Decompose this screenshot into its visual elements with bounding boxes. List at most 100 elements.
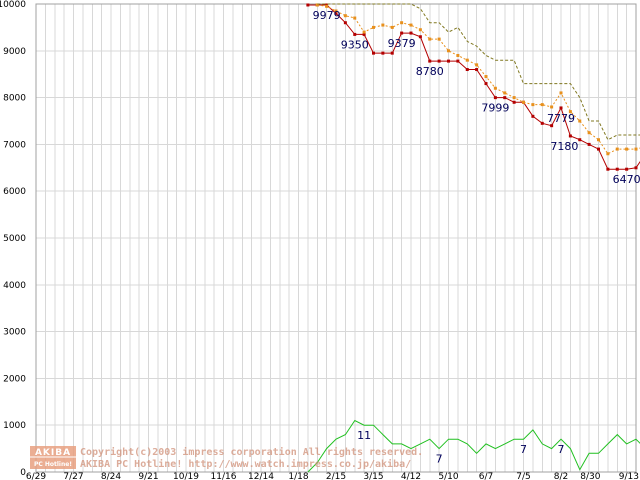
series-marker-avg_price xyxy=(587,131,591,135)
watermark-line1: Copyright(c)2003 impress corporation All… xyxy=(80,446,423,458)
series-marker-min_price xyxy=(447,59,450,63)
series-marker-avg_price xyxy=(362,30,366,34)
y-tick-label: 10000 xyxy=(0,0,26,10)
series-marker-min_price xyxy=(615,167,619,171)
series-marker-avg_price xyxy=(409,23,413,27)
series-marker-avg_price xyxy=(597,138,600,142)
y-tick-label: 4000 xyxy=(3,281,26,291)
series-marker-min_price xyxy=(428,59,432,63)
data-label: 7999 xyxy=(481,102,509,115)
series-marker-avg_price xyxy=(512,96,516,100)
series-marker-avg_price xyxy=(540,103,544,107)
watermark-badge-bottom: PC Hotline! xyxy=(34,461,72,468)
series-line-max_price xyxy=(317,3,640,141)
series-marker-avg_price xyxy=(325,4,329,8)
y-tick-label: 7000 xyxy=(3,140,26,150)
series-marker-avg_price xyxy=(625,147,629,151)
series-marker-avg_price xyxy=(447,49,450,53)
series-marker-avg_price xyxy=(418,28,422,32)
y-axis-ticks: 0 1000 2000 3000 4000 5000 6000 7000 8000 9000 100… xyxy=(0,0,26,478)
series-marker-min_price xyxy=(540,121,544,125)
series-marker-min_price xyxy=(456,59,460,63)
data-label: 8780 xyxy=(416,65,444,78)
series-layer xyxy=(306,3,640,473)
series-marker-avg_price xyxy=(522,100,525,104)
series-marker-avg_price xyxy=(437,37,441,41)
series-marker-avg_price xyxy=(353,16,357,20)
x-tick-label: 5/10 xyxy=(438,472,458,480)
series-marker-min_price xyxy=(334,11,338,15)
y-tick-label: 8000 xyxy=(3,94,26,104)
series-marker-avg_price xyxy=(550,105,554,109)
x-tick-label: 3/15 xyxy=(363,472,383,480)
series-marker-avg_price xyxy=(484,75,488,79)
series-marker-min_price xyxy=(597,147,600,151)
series-marker-avg_price xyxy=(568,110,572,114)
series-marker-min_price xyxy=(390,51,394,55)
series-marker-min_price xyxy=(559,106,563,110)
data-label: 6470 xyxy=(613,173,640,186)
series-marker-min_price xyxy=(409,31,413,35)
series-marker-min_price xyxy=(465,68,469,72)
y-tick-label: 9000 xyxy=(3,47,26,57)
series-marker-min_price xyxy=(531,114,535,118)
x-tick-label: 10/19 xyxy=(173,472,199,480)
data-label: 9979 xyxy=(313,9,341,22)
data-label: 7 xyxy=(520,443,527,456)
series-marker-min_price xyxy=(353,32,357,36)
series-marker-avg_price xyxy=(456,53,460,57)
watermark-badge-top: AKIBA xyxy=(35,448,71,458)
data-label: 7 xyxy=(558,443,565,456)
x-tick-label: 6/29 xyxy=(26,472,46,480)
y-tick-label: 2000 xyxy=(3,374,26,384)
series-marker-min_price xyxy=(362,32,366,36)
data-label: 7 xyxy=(436,453,443,466)
series-marker-min_price xyxy=(343,21,347,25)
data-label: 11 xyxy=(357,429,371,442)
series-marker-avg_price xyxy=(372,25,375,29)
series-marker-avg_price xyxy=(531,103,535,107)
series-line-min_price xyxy=(307,4,640,170)
data-label: 7779 xyxy=(547,112,575,125)
y-tick-label: 1000 xyxy=(3,421,26,431)
series-marker-avg_price xyxy=(428,37,432,41)
series-marker-avg_price xyxy=(559,91,563,95)
y-tick-label: 0 xyxy=(20,468,26,478)
data-label: 7180 xyxy=(550,140,578,153)
series-marker-avg_price xyxy=(606,152,610,156)
y-tick-label: 3000 xyxy=(3,328,26,338)
x-tick-label: 6/7 xyxy=(479,472,493,480)
x-tick-label: 7/5 xyxy=(516,472,530,480)
watermark-line2: AKIBA PC Hotline! http://www.watch.impre… xyxy=(80,458,411,470)
data-label: 9350 xyxy=(341,38,369,51)
plot-frame xyxy=(35,3,637,473)
x-tick-label: 8/24 xyxy=(101,472,121,480)
x-tick-label: 8/30 xyxy=(580,472,600,480)
series-line-shop_count xyxy=(307,419,640,473)
x-tick-label: 9/21 xyxy=(138,472,158,480)
series-marker-min_price xyxy=(484,82,488,86)
x-tick-label: 1/18 xyxy=(288,472,308,480)
series-marker-min_price xyxy=(372,51,375,55)
series-marker-min_price xyxy=(503,96,507,100)
series-marker-avg_price xyxy=(615,147,619,151)
series-marker-avg_price xyxy=(578,119,582,123)
series-marker-min_price xyxy=(587,142,591,146)
series-marker-min_price xyxy=(418,35,422,39)
y-tick-label: 6000 xyxy=(3,187,26,197)
series-marker-min_price xyxy=(400,31,404,35)
series-marker-min_price xyxy=(381,51,385,55)
series-marker-avg_price xyxy=(400,21,404,25)
x-tick-label: 8/2 xyxy=(554,472,568,480)
series-marker-avg_price xyxy=(503,91,507,95)
series-marker-min_price xyxy=(475,68,479,72)
x-tick-label: 4/12 xyxy=(401,472,421,480)
data-labels: 9979935093798780799977797180647065801177… xyxy=(313,9,640,466)
series-marker-avg_price xyxy=(475,63,479,67)
series-marker-avg_price xyxy=(334,9,338,13)
series-marker-avg_price xyxy=(315,3,319,7)
series-marker-min_price xyxy=(512,100,516,104)
x-tick-label: 7/27 xyxy=(63,472,83,480)
series-marker-avg_price xyxy=(381,23,385,27)
